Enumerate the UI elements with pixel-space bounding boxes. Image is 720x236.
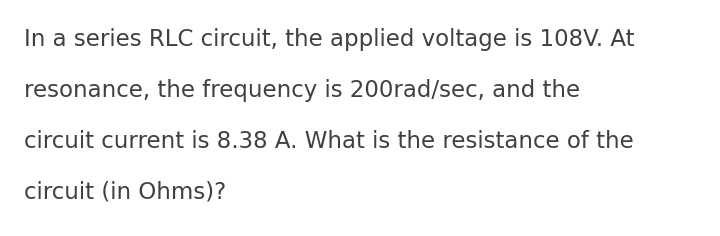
Text: circuit (in Ohms)?: circuit (in Ohms)? bbox=[24, 181, 226, 203]
Text: circuit current is 8.38 A. What is the resistance of the: circuit current is 8.38 A. What is the r… bbox=[24, 130, 634, 153]
Text: In a series RLC circuit, the applied voltage is 108V. At: In a series RLC circuit, the applied vol… bbox=[24, 28, 634, 51]
Text: resonance, the frequency is 200rad/sec, and the: resonance, the frequency is 200rad/sec, … bbox=[24, 79, 580, 102]
